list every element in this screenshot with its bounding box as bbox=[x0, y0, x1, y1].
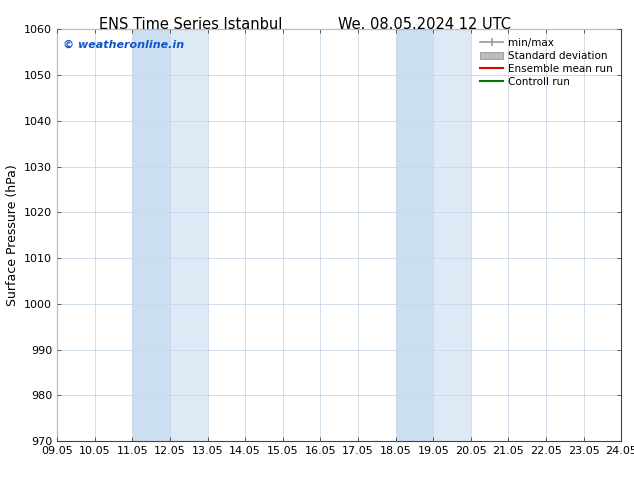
Text: © weatheronline.in: © weatheronline.in bbox=[63, 40, 184, 49]
Text: ENS Time Series Istanbul: ENS Time Series Istanbul bbox=[98, 17, 282, 32]
Bar bbox=[396, 29, 433, 441]
Bar bbox=[170, 29, 207, 441]
Bar bbox=[433, 29, 471, 441]
Bar bbox=[133, 29, 170, 441]
Y-axis label: Surface Pressure (hPa): Surface Pressure (hPa) bbox=[6, 164, 18, 306]
Text: We. 08.05.2024 12 UTC: We. 08.05.2024 12 UTC bbox=[339, 17, 511, 32]
Legend: min/max, Standard deviation, Ensemble mean run, Controll run: min/max, Standard deviation, Ensemble me… bbox=[477, 35, 616, 90]
